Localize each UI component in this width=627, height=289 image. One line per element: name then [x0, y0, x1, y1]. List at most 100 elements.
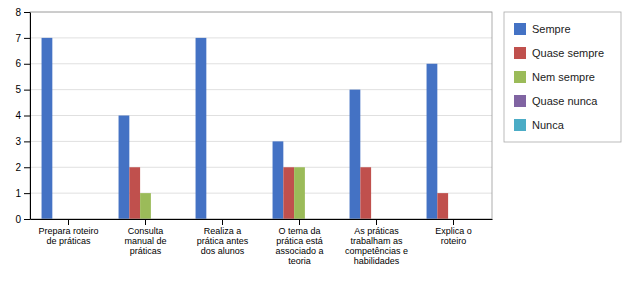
- tick-label: 2: [15, 162, 21, 173]
- tick-label-line: práticas: [130, 246, 162, 256]
- legend: Sempre Quase sempre Nem sempre Quase nunca N…: [504, 12, 621, 142]
- grid-line: [30, 37, 492, 38]
- grid: [30, 12, 492, 219]
- tick-label: 1: [15, 188, 21, 199]
- y-axis: 0 1 2 3 4 5 6 7 8: [15, 7, 30, 225]
- legend-label: Quase nunca: [532, 95, 598, 107]
- legend-item: Nem sempre: [514, 71, 595, 83]
- legend-frame: [504, 12, 621, 142]
- tick-mark: [24, 141, 30, 142]
- tick-mark: [24, 116, 30, 117]
- tick-label: Consultamanual depráticas: [124, 226, 166, 256]
- tick-label: 6: [15, 58, 21, 69]
- bar: [350, 90, 361, 219]
- tick-label: 8: [15, 7, 21, 18]
- legend-label: Nem sempre: [532, 71, 595, 83]
- tick-label-line: Explica o: [435, 226, 472, 236]
- tick-label-line: manual de: [124, 236, 166, 246]
- tick-mark: [24, 64, 30, 65]
- tick-mark: [24, 38, 30, 39]
- tick-label-line: Consulta: [128, 226, 164, 236]
- bar: [360, 167, 371, 219]
- tick: 1: [15, 188, 30, 199]
- tick: As práticastrabalham ascompetências ehab…: [345, 219, 408, 266]
- tick-label-line: teoria: [288, 256, 311, 266]
- bar-series: [42, 38, 438, 219]
- tick: 5: [15, 84, 30, 95]
- x-axis: Prepara roteirode práticas Consultamanual…: [31, 219, 493, 266]
- bar: [129, 167, 140, 219]
- tick-label-line: Realiza a: [204, 226, 242, 236]
- bar: [427, 64, 438, 219]
- tick-label: 3: [15, 136, 21, 147]
- tick-mark: [68, 219, 69, 225]
- grid-line: [30, 89, 492, 90]
- tick-label-line: As práticas: [354, 226, 399, 236]
- grid-line: [30, 193, 492, 194]
- tick-label-line: competências e: [345, 246, 408, 256]
- chart: 0 1 2 3 4 5 6 7 8 Prepara roteirode práticas Consu…: [0, 0, 627, 289]
- tick-mark: [24, 167, 30, 168]
- tick-mark: [24, 12, 30, 13]
- tick-label: 7: [15, 33, 21, 44]
- bars: [42, 38, 449, 219]
- bar: [273, 141, 284, 219]
- legend-item: Quase sempre: [514, 47, 604, 59]
- axis-line: [30, 13, 31, 220]
- legend-item: Nunca: [514, 119, 565, 131]
- tick-label-line: de práticas: [46, 236, 91, 246]
- bar: [119, 116, 130, 220]
- bar: [196, 38, 207, 219]
- bar: [294, 167, 305, 219]
- grid-line: [30, 141, 492, 142]
- axis-line: [31, 219, 493, 220]
- tick-label-line: prática está: [276, 236, 323, 246]
- tick: 8: [15, 7, 30, 18]
- legend-swatch: [514, 47, 526, 59]
- tick-label: Explica oroteiro: [435, 226, 472, 246]
- tick-label: Prepara roteirode práticas: [38, 226, 98, 246]
- tick-label-line: O tema da: [278, 226, 320, 236]
- legend-swatch: [514, 119, 526, 131]
- tick: Prepara roteirode práticas: [38, 219, 98, 246]
- legend-item: Quase nunca: [514, 95, 598, 107]
- tick: 3: [15, 136, 30, 147]
- grid-line: [30, 115, 492, 116]
- tick-label-line: habilidades: [354, 256, 400, 266]
- bar-series: [129, 167, 448, 219]
- tick-label-line: roteiro: [441, 236, 467, 246]
- tick: 2: [15, 162, 30, 173]
- bar: [140, 193, 151, 219]
- plot: 0 1 2 3 4 5 6 7 8 Prepara roteirode práticas Consu…: [15, 7, 492, 266]
- legend-label: Nunca: [532, 119, 565, 131]
- tick: Consultamanual depráticas: [124, 219, 166, 256]
- tick-label-line: prática antes: [197, 236, 249, 246]
- tick-label: Realiza aprática antesdos alunos: [197, 226, 249, 256]
- tick-mark: [24, 193, 30, 194]
- legend-swatch: [514, 71, 526, 83]
- tick-mark: [24, 90, 30, 91]
- tick: Explica oroteiro: [435, 219, 472, 246]
- tick: 4: [15, 110, 30, 121]
- tick-label-line: associado a: [275, 246, 323, 256]
- tick-label: 5: [15, 84, 21, 95]
- tick-label-line: trabalham as: [350, 236, 403, 246]
- tick-label-line: dos alunos: [201, 246, 245, 256]
- plot-frame: [30, 12, 492, 219]
- tick-mark: [453, 219, 454, 225]
- tick-mark: [222, 219, 223, 225]
- tick-label: As práticastrabalham ascompetências ehab…: [345, 226, 408, 266]
- tick-label: 4: [15, 110, 21, 121]
- tick-mark: [299, 219, 300, 225]
- legend-label: Sempre: [532, 23, 571, 35]
- tick-label: 0: [15, 214, 21, 225]
- tick: 6: [15, 58, 30, 69]
- legend-label: Quase sempre: [532, 47, 604, 59]
- bar: [437, 193, 448, 219]
- tick: 0: [15, 214, 30, 225]
- bar: [42, 38, 53, 219]
- legend-swatch: [514, 23, 526, 35]
- tick-label-line: Prepara roteiro: [38, 226, 98, 236]
- tick: Realiza aprática antesdos alunos: [197, 219, 249, 256]
- tick-mark: [376, 219, 377, 225]
